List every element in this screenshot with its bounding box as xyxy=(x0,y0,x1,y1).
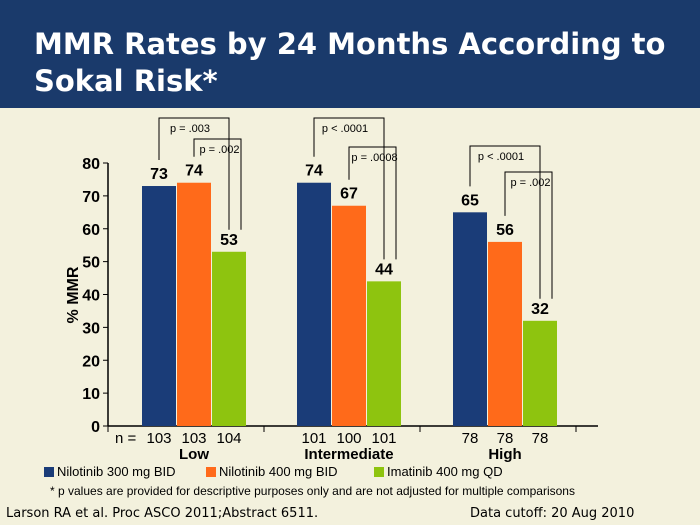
data-label: 74 xyxy=(305,163,323,180)
p-value-outer: p = .003 xyxy=(170,123,210,135)
data-label: 67 xyxy=(340,186,358,203)
n-label: 101 xyxy=(301,430,326,447)
bar xyxy=(297,182,331,426)
legend-label: Nilotinib 300 mg BID xyxy=(57,464,176,479)
bar xyxy=(212,251,246,426)
p-bracket-outer xyxy=(469,145,541,299)
bar xyxy=(142,186,176,426)
p-value-inner: p = .002 xyxy=(510,177,550,189)
y-tick-label: 70 xyxy=(82,189,100,206)
bar xyxy=(332,205,366,426)
title-banner: MMR Rates by 24 Months According to Soka… xyxy=(0,0,700,108)
bar xyxy=(488,241,522,426)
data-label: 53 xyxy=(220,232,238,249)
y-tick-label: 10 xyxy=(82,386,100,403)
n-label: 103 xyxy=(146,430,171,447)
y-tick-label: 60 xyxy=(82,222,100,239)
n-label: 78 xyxy=(462,430,479,447)
footnote: * p values are provided for descriptive … xyxy=(50,484,575,498)
n-label: 100 xyxy=(336,430,361,447)
bar-chart: 0 10 20 30 40 50 60 70 80 % MMR n = 73 103 74 103 53 104… xyxy=(65,117,598,463)
category-label: Intermediate xyxy=(304,446,393,463)
bar xyxy=(453,212,487,426)
n-label: 101 xyxy=(371,430,396,447)
data-label: 74 xyxy=(185,163,203,180)
y-tick-label: 20 xyxy=(82,353,100,370)
legend-swatch xyxy=(206,466,216,477)
legend-label: Imatinib 400 mg QD xyxy=(387,464,503,479)
category-label: Low xyxy=(179,446,209,463)
y-tick-label: 50 xyxy=(82,255,100,272)
data-label: 73 xyxy=(150,166,168,183)
n-label: 78 xyxy=(497,430,514,447)
y-tick-label: 80 xyxy=(82,156,100,173)
bar xyxy=(523,320,557,426)
slide-title: MMR Rates by 24 Months According to Soka… xyxy=(34,27,666,98)
p-value-outer: p < .0001 xyxy=(322,123,368,135)
p-bracket-inner xyxy=(348,146,397,260)
p-value-outer: p < .0001 xyxy=(478,151,524,163)
legend-item-imatinib-400: Imatinib 400 mg QD xyxy=(374,464,503,479)
bar xyxy=(367,281,401,426)
y-axis-label: % MMR xyxy=(65,266,82,323)
legend-label: Nilotinib 400 mg BID xyxy=(219,464,338,479)
y-tick-label: 40 xyxy=(82,288,100,305)
data-label: 44 xyxy=(375,261,393,278)
y-tick-label: 0 xyxy=(91,419,100,436)
data-cutoff: Data cutoff: 20 Aug 2010 xyxy=(470,506,635,521)
category-label: High xyxy=(488,446,521,463)
p-value-inner: p = .0008 xyxy=(351,152,397,164)
legend-swatch xyxy=(374,466,384,477)
data-label: 32 xyxy=(531,301,549,318)
bar xyxy=(177,182,211,426)
n-label: 78 xyxy=(532,430,549,447)
p-bracket-outer xyxy=(158,117,230,230)
legend-item-nilotinib-400: Nilotinib 400 mg BID xyxy=(206,464,338,479)
n-label: 103 xyxy=(181,430,206,447)
p-bracket-inner xyxy=(504,171,553,299)
legend-swatch xyxy=(44,466,54,477)
y-tick-label: 30 xyxy=(82,320,100,337)
legend-item-nilotinib-300: Nilotinib 300 mg BID xyxy=(44,464,176,479)
p-value-inner: p = .002 xyxy=(199,144,239,156)
data-label: 56 xyxy=(496,222,514,239)
n-prefix: n = xyxy=(115,430,137,447)
citation: Larson RA et al. Proc ASCO 2011;Abstract… xyxy=(6,506,319,521)
p-bracket-outer xyxy=(313,117,385,260)
n-label: 104 xyxy=(216,430,241,447)
data-label: 65 xyxy=(461,192,479,209)
p-bracket-inner xyxy=(193,138,242,230)
